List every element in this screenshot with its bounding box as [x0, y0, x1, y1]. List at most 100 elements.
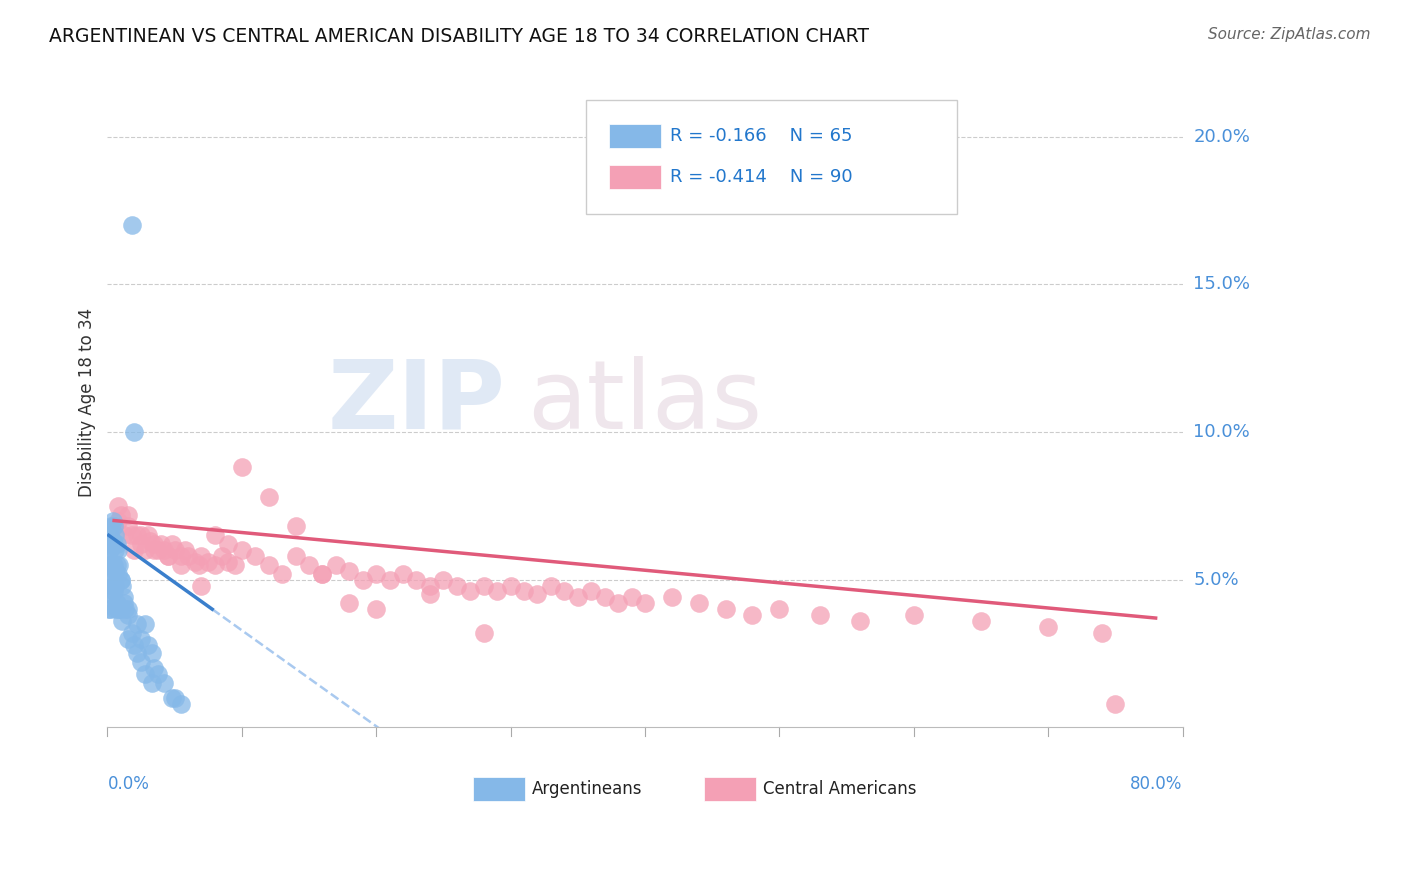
- Point: [160, 537, 183, 551]
- Point: [101, 578, 124, 592]
- Point: [170, 549, 193, 563]
- Point: [714, 602, 737, 616]
- Point: [472, 578, 495, 592]
- Text: ARGENTINEAN VS CENTRAL AMERICAN DISABILITY AGE 18 TO 34 CORRELATION CHART: ARGENTINEAN VS CENTRAL AMERICAN DISABILI…: [49, 27, 869, 45]
- Point: [122, 425, 145, 439]
- Point: [257, 490, 280, 504]
- Point: [432, 573, 454, 587]
- Point: [849, 614, 872, 628]
- Point: [136, 528, 159, 542]
- Point: [366, 566, 388, 581]
- Point: [366, 602, 388, 616]
- FancyBboxPatch shape: [586, 100, 956, 214]
- Point: [129, 528, 152, 542]
- Point: [419, 578, 441, 592]
- Point: [311, 566, 333, 581]
- Point: [513, 584, 536, 599]
- Point: [257, 558, 280, 572]
- Point: [141, 647, 163, 661]
- Point: [634, 596, 657, 610]
- Text: 10.0%: 10.0%: [1194, 423, 1250, 441]
- Point: [284, 519, 307, 533]
- Text: R = -0.414    N = 90: R = -0.414 N = 90: [669, 168, 852, 186]
- Point: [143, 543, 166, 558]
- Point: [197, 555, 219, 569]
- Point: [97, 573, 120, 587]
- Point: [129, 632, 152, 646]
- Point: [136, 638, 159, 652]
- Point: [107, 514, 129, 528]
- Point: [298, 558, 321, 572]
- Text: 80.0%: 80.0%: [1130, 774, 1182, 793]
- Point: [117, 508, 139, 522]
- Point: [378, 573, 401, 587]
- Point: [129, 656, 152, 670]
- Point: [187, 558, 209, 572]
- Point: [105, 558, 128, 572]
- Bar: [609, 164, 661, 189]
- Text: 5.0%: 5.0%: [1194, 571, 1239, 589]
- Bar: [609, 124, 661, 148]
- Point: [170, 558, 193, 572]
- Point: [121, 625, 143, 640]
- Point: [105, 596, 128, 610]
- Point: [741, 608, 763, 623]
- Point: [122, 543, 145, 558]
- Point: [1036, 620, 1059, 634]
- Point: [156, 549, 179, 563]
- Point: [593, 591, 616, 605]
- Point: [150, 537, 173, 551]
- Point: [148, 543, 170, 558]
- Point: [110, 602, 132, 616]
- Point: [108, 602, 131, 616]
- Point: [903, 608, 925, 623]
- Point: [405, 573, 427, 587]
- Point: [103, 584, 125, 599]
- Point: [98, 528, 121, 542]
- Point: [112, 596, 135, 610]
- Point: [98, 602, 121, 616]
- Point: [540, 578, 562, 592]
- Point: [177, 549, 200, 563]
- Point: [104, 528, 127, 542]
- Point: [103, 519, 125, 533]
- Point: [579, 584, 602, 599]
- Text: Source: ZipAtlas.com: Source: ZipAtlas.com: [1208, 27, 1371, 42]
- Point: [104, 578, 127, 592]
- Point: [101, 558, 124, 572]
- Point: [231, 543, 253, 558]
- Point: [160, 690, 183, 705]
- Point: [174, 543, 197, 558]
- Point: [204, 558, 226, 572]
- Point: [325, 558, 347, 572]
- Point: [111, 578, 134, 592]
- Point: [97, 587, 120, 601]
- Point: [125, 616, 148, 631]
- Point: [486, 584, 509, 599]
- Point: [100, 558, 122, 572]
- Point: [134, 667, 156, 681]
- Point: [1091, 625, 1114, 640]
- Point: [100, 519, 122, 533]
- Point: [117, 602, 139, 616]
- Point: [156, 549, 179, 563]
- Bar: [704, 777, 755, 801]
- Point: [111, 614, 134, 628]
- Point: [217, 555, 239, 569]
- Point: [607, 596, 630, 610]
- Point: [170, 697, 193, 711]
- Point: [112, 591, 135, 605]
- Point: [352, 573, 374, 587]
- Point: [129, 537, 152, 551]
- Point: [97, 602, 120, 616]
- Point: [446, 578, 468, 592]
- Text: R = -0.166    N = 65: R = -0.166 N = 65: [669, 127, 852, 145]
- Point: [620, 591, 643, 605]
- Point: [134, 543, 156, 558]
- Point: [104, 543, 127, 558]
- Text: 20.0%: 20.0%: [1194, 128, 1250, 145]
- Point: [1104, 697, 1126, 711]
- Point: [224, 558, 246, 572]
- Text: 15.0%: 15.0%: [1194, 276, 1250, 293]
- Point: [526, 587, 548, 601]
